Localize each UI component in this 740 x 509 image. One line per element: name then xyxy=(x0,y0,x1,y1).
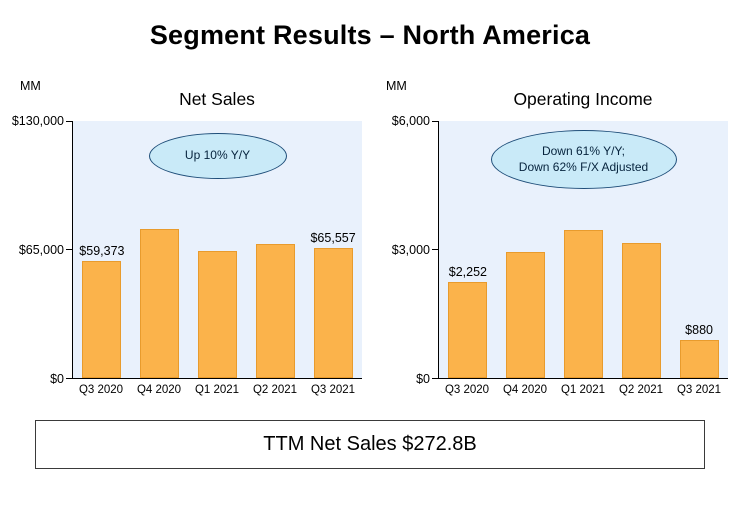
annotation-line: Down 62% F/X Adjusted xyxy=(518,159,649,174)
y-tick-label: $6,000 xyxy=(391,114,430,128)
bar-slot xyxy=(189,121,247,378)
bar-slot: $59,373 xyxy=(73,121,131,378)
annotation-line: Up 10% Y/Y xyxy=(184,148,251,163)
x-tick-label: Q1 2021 xyxy=(560,384,606,396)
y-tick-label: $3,000 xyxy=(391,243,430,257)
bar-value-label: $59,373 xyxy=(79,243,125,258)
bar-q2-2021 xyxy=(255,244,295,378)
bar-q3-2021 xyxy=(313,248,353,378)
bar-slot: $65,557 xyxy=(304,121,362,378)
chart-title-operating-income: Operating Income xyxy=(513,89,653,109)
ttm-net-sales-box: TTM Net Sales $272.8B xyxy=(35,420,705,469)
x-tick-label: Q3 2020 xyxy=(78,384,124,396)
y-tick-label: $0 xyxy=(50,372,64,386)
bar-slot xyxy=(497,121,555,378)
bar-value-label: $65,557 xyxy=(310,231,356,246)
annotation-line: Down 61% Y/Y; xyxy=(541,143,626,158)
ttm-net-sales-text: TTM Net Sales $272.8B xyxy=(263,433,477,455)
y-tick-label: $130,000 xyxy=(11,114,64,128)
bar-value-label: $2,252 xyxy=(448,264,488,279)
plot-area: Up 10% Y/Y $59,373 $65,557 xyxy=(66,120,362,379)
bar-q3-2020 xyxy=(448,281,488,378)
x-axis-labels: Q3 2020 Q4 2020 Q1 2021 Q2 2021 Q3 2021 xyxy=(438,379,728,396)
y-tick-mark xyxy=(66,249,73,250)
y-tick-mark xyxy=(66,377,73,379)
y-tick-mark xyxy=(432,249,439,250)
bar-slot: $880 xyxy=(670,121,728,378)
chart-header: MM Operating Income xyxy=(378,75,728,121)
annotation-ellipse: Down 61% Y/Y; Down 62% F/X Adjusted xyxy=(490,130,677,189)
bar-slot: $2,252 xyxy=(439,121,497,378)
bar-q2-2021 xyxy=(621,243,661,378)
page-title: Segment Results – North America xyxy=(149,20,591,50)
operating-income-chart: MM Operating Income $6,000 $3,000 $0 Down … xyxy=(378,75,728,396)
x-axis-labels: Q3 2020 Q4 2020 Q1 2021 Q2 2021 Q3 2021 xyxy=(72,379,362,396)
x-tick-label: Q2 2021 xyxy=(618,384,664,396)
bar-q3-2021 xyxy=(679,340,719,378)
x-tick-label: Q3 2021 xyxy=(310,384,356,396)
chart-title-net-sales: Net Sales xyxy=(179,89,255,109)
annotation-ellipse: Up 10% Y/Y xyxy=(148,133,287,179)
y-tick-mark xyxy=(432,377,439,379)
unit-label-mm: MM xyxy=(386,79,407,93)
y-tick-label: $65,000 xyxy=(18,243,64,257)
x-tick-label: Q1 2021 xyxy=(194,384,240,396)
chart-header: MM Net Sales xyxy=(12,75,362,121)
bar-q3-2020 xyxy=(82,260,122,378)
x-tick-label: Q3 2020 xyxy=(444,384,490,396)
bar-slot xyxy=(246,121,304,378)
unit-label-mm: MM xyxy=(20,79,41,93)
bars: $2,252 $880 xyxy=(439,121,728,378)
bar-slot xyxy=(555,121,613,378)
y-tick-label: $0 xyxy=(416,372,430,386)
x-tick-label: Q4 2020 xyxy=(136,384,182,396)
x-tick-label: Q2 2021 xyxy=(252,384,298,396)
bar-slot xyxy=(612,121,670,378)
bar-value-label: $880 xyxy=(685,323,713,338)
bars: $59,373 $65,557 xyxy=(73,121,362,378)
plot-wrap: $130,000 $65,000 $0 Up 10% Y/Y $59,373 $65,… xyxy=(12,114,362,386)
y-axis: $6,000 $3,000 $0 xyxy=(378,114,438,386)
plot-wrap: $6,000 $3,000 $0 Down 61% Y/Y; Down 62% F/X… xyxy=(378,114,728,386)
bar-q4-2020 xyxy=(506,251,546,378)
charts-row: MM Net Sales $130,000 $65,000 $0 Up 10% Y/… xyxy=(0,75,740,396)
y-tick-mark xyxy=(66,120,73,122)
plot-area: Down 61% Y/Y; Down 62% F/X Adjusted $2,25… xyxy=(432,120,728,379)
y-axis: $130,000 $65,000 $0 xyxy=(12,114,72,386)
bar-q1-2021 xyxy=(563,230,603,378)
x-tick-label: Q3 2021 xyxy=(676,384,722,396)
x-tick-label: Q4 2020 xyxy=(502,384,548,396)
net-sales-chart: MM Net Sales $130,000 $65,000 $0 Up 10% Y/… xyxy=(12,75,362,396)
bar-q4-2020 xyxy=(140,228,180,378)
bar-q1-2021 xyxy=(197,250,237,378)
bar-slot xyxy=(131,121,189,378)
y-tick-mark xyxy=(432,120,439,122)
